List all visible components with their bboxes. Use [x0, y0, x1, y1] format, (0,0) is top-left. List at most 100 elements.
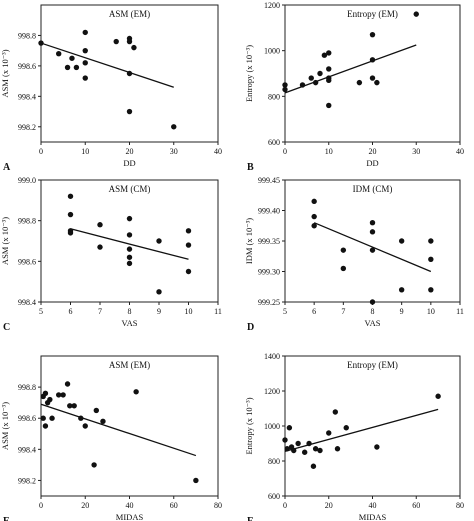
chart-a-data-point — [171, 124, 177, 130]
chart-d-title: IDM (CM) — [353, 184, 393, 194]
chart-b-data-point — [326, 50, 332, 56]
chart-f-data-point — [291, 447, 297, 454]
chart-a-x-tick-label: 20 — [126, 147, 134, 156]
chart-e-data-point — [64, 381, 71, 387]
chart-d-data-point — [311, 223, 317, 229]
chart-c-x-tick-label: 8 — [128, 307, 132, 316]
chart-a-panel-letter: A — [3, 162, 11, 173]
chart-d-x-axis-label: VAS — [365, 318, 381, 328]
chart-c-y-tick-label: 998.8 — [18, 217, 36, 226]
chart-b-data-point — [374, 79, 380, 86]
chart-e-panel: ASM (EM) 0 20 40 60 80 998.2 998.4 998.6 998.8 MID… — [0, 355, 222, 521]
chart-c-x-tick-label: 6 — [69, 307, 73, 316]
chart-b-panel-letter: B — [247, 162, 254, 173]
chart-e-data-point — [100, 418, 106, 425]
chart-f-data-point — [326, 430, 332, 436]
chart-b-x-tick-label: 20 — [369, 147, 377, 156]
chart-f-data-point — [332, 409, 339, 415]
chart-b-y-tick-label: 1200 — [264, 1, 280, 10]
chart-b-data-point — [299, 82, 306, 88]
chart-d-y-tick-label: 999.25 — [258, 298, 280, 307]
chart-a-data-point — [113, 38, 119, 45]
chart-a-data-point — [69, 55, 75, 61]
chart-e-data-point — [78, 415, 84, 421]
chart-c-data-point — [156, 289, 162, 295]
chart-b-y-axis-label: Entropy (x 10⁻³) — [244, 45, 254, 102]
chart-f-data-point — [343, 425, 349, 431]
chart-f-y-tick-label: 1000 — [264, 422, 280, 431]
chart-c-data-point — [126, 232, 133, 238]
chart-a-panel: ASM (EM) 0 10 20 30 40 998.2 998.4 998.6 998.8 DD A… — [0, 4, 222, 173]
chart-b-data-point — [308, 75, 314, 81]
chart-e-title: ASM (EM) — [109, 360, 150, 370]
chart-b-y-tick-label: 600 — [268, 138, 280, 147]
chart-b-y-tick-label: 800 — [268, 92, 280, 101]
chart-b-x-tick-label: 0 — [283, 147, 287, 156]
chart-b-data-point — [413, 11, 419, 17]
chart-e-x-tick-label: 20 — [81, 501, 89, 510]
chart-e-data-point — [82, 423, 88, 429]
chart-d-y-axis-label: IDM (x 10⁻³) — [244, 218, 254, 264]
chart-e-data-point — [49, 415, 55, 421]
chart-b-title: Entropy (EM) — [347, 9, 398, 19]
chart-a-x-tick-label: 30 — [170, 147, 178, 156]
chart-f-data-point — [286, 425, 293, 431]
chart-a-data-point — [131, 44, 137, 51]
chart-c-data-point — [126, 246, 133, 252]
chart-f-y-axis-label: Entropy (x 10⁻³) — [244, 397, 254, 454]
chart-c-data-point — [126, 260, 133, 267]
chart-e-panel-letter: E — [3, 516, 10, 521]
chart-b-data-point — [326, 102, 332, 109]
chart-a-data-point — [82, 29, 88, 36]
chart-d-y-tick-label: 999.30 — [258, 268, 280, 277]
chart-c-x-tick-label: 5 — [39, 307, 43, 316]
chart-a-trend-line — [40, 42, 174, 88]
chart-c-y-tick-label: 998.6 — [18, 257, 36, 266]
chart-e-y-tick-label: 998.8 — [18, 383, 36, 392]
chart-b-data-point — [282, 86, 288, 93]
chart-c-data-point — [67, 211, 74, 218]
chart-a-data-point — [73, 64, 80, 71]
chart-d-panel-letter: D — [247, 322, 254, 333]
chart-c-trend-line — [70, 228, 189, 260]
chart-e-x-tick-label: 0 — [39, 501, 43, 510]
chart-a-x-axis-label: DD — [123, 158, 135, 168]
chart-d-y-tick-label: 999.40 — [258, 207, 280, 216]
chart-f-title: Entropy (EM) — [347, 360, 398, 370]
chart-e-data-point — [93, 407, 100, 414]
chart-c-x-tick-label: 11 — [214, 307, 222, 316]
chart-c-data-point — [126, 254, 133, 260]
chart-f-y-tick-label: 800 — [268, 457, 280, 466]
chart-f-data-point — [374, 444, 380, 450]
chart-a-title: ASM (EM) — [109, 9, 150, 19]
chart-e-plot-frame — [40, 355, 219, 497]
chart-e-y-tick-label: 998.4 — [18, 445, 36, 454]
chart-c-plot-frame — [40, 179, 219, 303]
chart-f-data-point — [284, 446, 290, 452]
chart-a-y-axis-label: ASM (x 10⁻³) — [0, 49, 10, 97]
chart-c-data-point — [185, 242, 192, 248]
chart-c-data-point — [156, 238, 162, 244]
chart-a-y-tick-label: 998.6 — [18, 62, 36, 71]
chart-d-y-tick-label: 999.45 — [258, 176, 280, 185]
chart-f-x-tick-label: 20 — [325, 501, 333, 510]
chart-d-data-point — [311, 198, 317, 205]
chart-c-data-point — [97, 222, 103, 228]
chart-a-data-point — [126, 38, 133, 45]
chart-d-plot-frame — [284, 179, 461, 303]
chart-a-data-point — [82, 60, 88, 66]
chart-f-x-axis-label: MIDAS — [359, 512, 387, 521]
chart-a-data-point — [38, 40, 44, 46]
chart-c-data-point — [67, 193, 74, 199]
chart-c-y-axis-label: ASM (x 10⁻³) — [0, 217, 10, 265]
chart-a-data-point — [56, 51, 62, 57]
chart-b-x-tick-label: 10 — [325, 147, 333, 156]
chart-f-x-tick-label: 0 — [283, 501, 287, 510]
chart-e-x-axis-label: MIDAS — [116, 512, 144, 521]
chart-f-data-point — [317, 447, 323, 454]
chart-a-x-tick-label: 40 — [214, 147, 222, 156]
chart-f-data-point — [301, 449, 308, 455]
chart-d-data-point — [428, 287, 434, 293]
chart-b-x-tick-label: 40 — [456, 147, 464, 156]
chart-b-x-axis-label: DD — [366, 158, 378, 168]
